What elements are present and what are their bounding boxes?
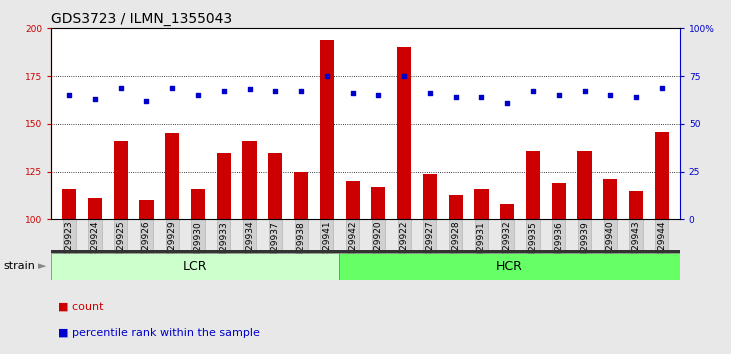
Point (424, 91, 436, 96)
Point (373, 92, 385, 98)
Bar (140, 200, 154, 219)
Bar (526, 151, 540, 219)
Bar (62, 189, 76, 219)
Point (218, 88, 230, 94)
Bar (603, 179, 618, 219)
Bar (51, 250, 680, 253)
Point (553, 92, 564, 98)
Text: strain: strain (4, 261, 36, 272)
Bar (339, 253, 680, 280)
Point (115, 85, 126, 90)
Bar (371, 187, 385, 219)
Bar (51, 253, 339, 280)
Point (346, 91, 358, 96)
Text: LCR: LCR (183, 260, 208, 273)
Bar (577, 151, 591, 219)
Bar (397, 47, 412, 219)
Point (656, 85, 667, 90)
Point (89, 96, 101, 102)
Bar (88, 199, 102, 219)
Bar (319, 40, 334, 219)
Text: ■ percentile rank within the sample: ■ percentile rank within the sample (58, 328, 260, 338)
Bar (655, 132, 669, 219)
Bar (346, 181, 360, 219)
Text: GDS3723 / ILMN_1355043: GDS3723 / ILMN_1355043 (51, 12, 232, 26)
Bar (294, 172, 308, 219)
Point (630, 94, 642, 100)
Point (321, 73, 333, 79)
Point (64, 92, 75, 98)
Point (450, 94, 461, 100)
Text: ►: ► (38, 261, 47, 272)
Bar (449, 195, 463, 219)
Point (579, 88, 591, 94)
Bar (113, 141, 128, 219)
Text: HCR: HCR (496, 260, 523, 273)
Point (140, 98, 152, 104)
Bar (216, 153, 231, 219)
Point (605, 92, 616, 98)
Bar (629, 191, 643, 219)
Point (243, 87, 255, 92)
Point (501, 100, 513, 106)
Point (476, 94, 488, 100)
Point (398, 73, 410, 79)
Point (527, 88, 539, 94)
Bar (191, 189, 205, 219)
Point (167, 85, 178, 90)
Bar (268, 153, 282, 219)
Point (270, 88, 281, 94)
Point (192, 92, 204, 98)
Bar (423, 173, 437, 219)
Point (295, 88, 307, 94)
Bar (474, 189, 488, 219)
Bar (500, 204, 515, 219)
Bar (552, 183, 566, 219)
Bar (165, 133, 179, 219)
Bar (243, 141, 257, 219)
Text: ■ count: ■ count (58, 301, 104, 311)
